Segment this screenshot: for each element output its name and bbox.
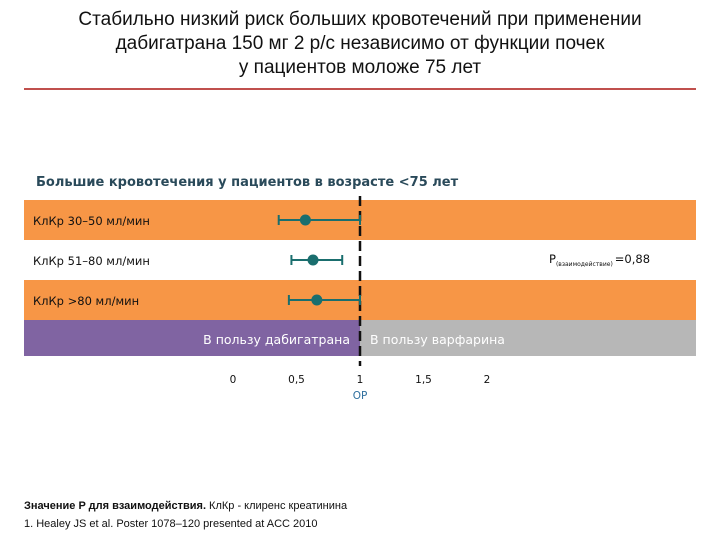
x-tick-label: 1,5 bbox=[415, 374, 432, 386]
title-divider bbox=[24, 88, 696, 90]
point-estimate bbox=[299, 214, 311, 226]
point-estimate bbox=[307, 254, 319, 266]
footnote-reference: 1. Healey JS et al. Poster 1078–120 pres… bbox=[24, 518, 318, 530]
x-tick-label: 2 bbox=[484, 374, 491, 386]
favours-band-right bbox=[360, 320, 696, 356]
row-label: КлКр >80 мл/мин bbox=[33, 294, 139, 308]
title-line-2: дабигатрана 150 мг 2 р/с независимо от ф… bbox=[115, 33, 605, 54]
p-value-label: P(взаимодействие) =0,88 bbox=[549, 252, 650, 268]
x-tick-label: 0 bbox=[230, 374, 237, 386]
favours-right-label: В пользу варфарина bbox=[370, 332, 505, 347]
point-estimate bbox=[311, 294, 323, 306]
footnote: Значение P для взаимодействия. КлКр - кл… bbox=[24, 497, 347, 533]
footnote-text: КлКр - клиренс креатинина bbox=[206, 500, 348, 512]
row-label: КлКр 51–80 мл/мин bbox=[33, 254, 150, 268]
chart-subtitle: Большие кровотечения у пациентов в возра… bbox=[36, 175, 459, 190]
footnote-bold: Значение P для взаимодействия. bbox=[24, 500, 206, 512]
title-line-1: Стабильно низкий риск больших кровотечен… bbox=[78, 9, 642, 30]
row-label: КлКр 30–50 мл/мин bbox=[33, 214, 150, 228]
x-tick-label: 0,5 bbox=[288, 374, 305, 386]
x-tick-label: 1 bbox=[357, 374, 364, 386]
slide-title: Стабильно низкий риск больших кровотечен… bbox=[0, 8, 720, 80]
title-line-3: у пациентов моложе 75 лет bbox=[238, 57, 482, 78]
favours-left-label: В пользу дабигатрана bbox=[203, 332, 350, 347]
x-axis-label: ОР bbox=[353, 390, 368, 402]
favours-band-left bbox=[24, 320, 360, 356]
